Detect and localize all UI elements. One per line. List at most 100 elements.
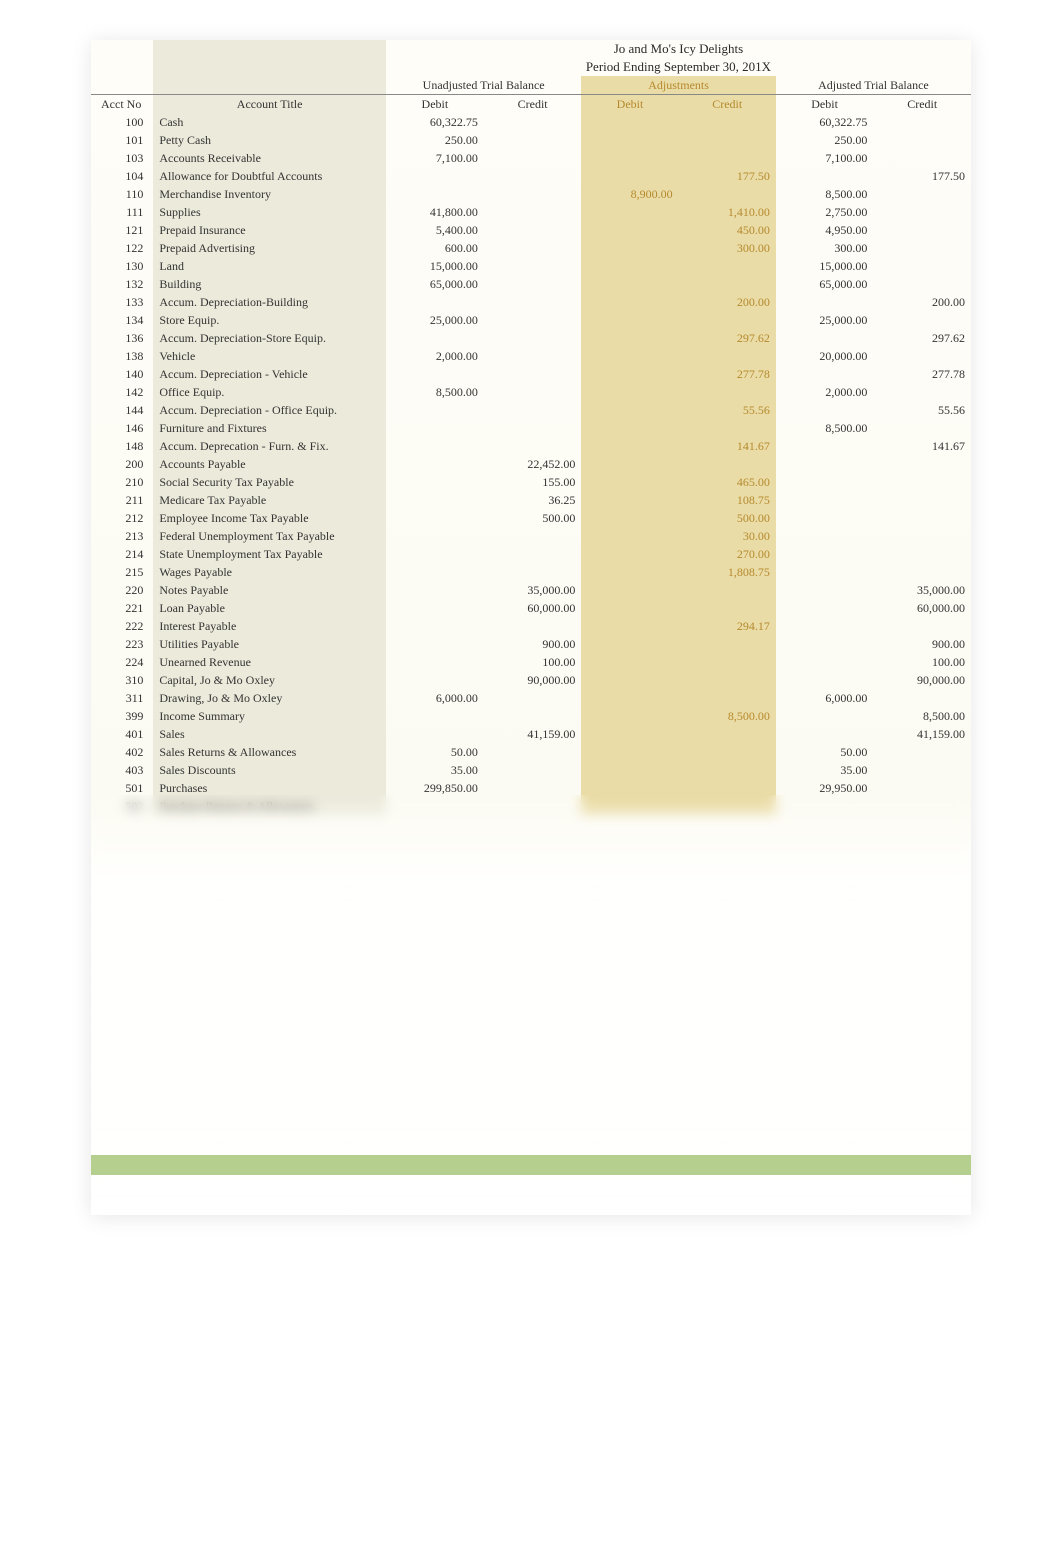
adjbal-credit: 55.56: [873, 401, 971, 419]
table-row: 223Utilities Payable900.00900.00: [91, 635, 971, 653]
acct-no: 200: [91, 455, 153, 473]
table-row: 110Merchandise Inventory8,900.008,500.00: [91, 185, 971, 203]
acct-no: 502: [91, 797, 153, 815]
adj-debit: [581, 779, 678, 797]
adjbal-debit: 6,000.00: [776, 689, 874, 707]
adjbal-debit: [776, 329, 874, 347]
acct-title: Drawing, Jo & Mo Oxley: [153, 689, 386, 707]
adjbal-credit: 60,000.00: [873, 599, 971, 617]
acct-title: Sales Returns & Allowances: [153, 743, 386, 761]
table-row: 144Accum. Depreciation - Office Equip.55…: [91, 401, 971, 419]
acct-no: 140: [91, 365, 153, 383]
col-unadj-debit: Debit: [386, 95, 484, 114]
adjbal-debit: [776, 635, 874, 653]
adj-credit: 465.00: [679, 473, 776, 491]
adj-debit: [581, 311, 678, 329]
table-row: 100Cash60,322.7560,322.75: [91, 113, 971, 131]
table-row: 132Building65,000.0065,000.00: [91, 275, 971, 293]
adj-credit: [679, 185, 776, 203]
table-row: 224Unearned Revenue100.00100.00: [91, 653, 971, 671]
acct-title: Accum. Depreciation-Store Equip.: [153, 329, 386, 347]
adj-credit: [679, 455, 776, 473]
adjbal-debit: [776, 707, 874, 725]
acct-title: Interest Payable: [153, 617, 386, 635]
adj-debit: [581, 455, 678, 473]
acct-no: 134: [91, 311, 153, 329]
unadj-debit: [386, 599, 484, 617]
unadj-credit: [484, 257, 582, 275]
adjbal-credit: 141.67: [873, 437, 971, 455]
unadj-credit: 900.00: [484, 635, 582, 653]
acct-no: 222: [91, 617, 153, 635]
acct-title: Capital, Jo & Mo Oxley: [153, 671, 386, 689]
unadj-debit: [386, 437, 484, 455]
adj-credit: 450.00: [679, 221, 776, 239]
adj-credit: 1,808.75: [679, 563, 776, 581]
unadj-credit: 60,000.00: [484, 599, 582, 617]
adjbal-credit: [873, 689, 971, 707]
unadj-debit: [386, 797, 484, 815]
acct-no: 138: [91, 347, 153, 365]
adj-debit: [581, 257, 678, 275]
adj-debit: [581, 203, 678, 221]
table-row: 221Loan Payable60,000.0060,000.00: [91, 599, 971, 617]
adjbal-credit: [873, 383, 971, 401]
table-row: 103Accounts Receivable7,100.007,100.00: [91, 149, 971, 167]
acct-title: Accum. Deprecation - Furn. & Fix.: [153, 437, 386, 455]
adjbal-credit: 8,500.00: [873, 707, 971, 725]
adj-debit: [581, 725, 678, 743]
adjbal-credit: [873, 743, 971, 761]
adj-credit: [679, 797, 776, 815]
table-row: 121Prepaid Insurance5,400.00450.004,950.…: [91, 221, 971, 239]
adj-credit: 300.00: [679, 239, 776, 257]
unadj-credit: 90,000.00: [484, 671, 582, 689]
unadj-credit: [484, 419, 582, 437]
table-row: 140Accum. Depreciation - Vehicle277.7827…: [91, 365, 971, 383]
unadj-debit: [386, 545, 484, 563]
adj-debit: [581, 617, 678, 635]
adj-credit: [679, 311, 776, 329]
table-row: 148Accum. Deprecation - Furn. & Fix.141.…: [91, 437, 971, 455]
unadj-debit: [386, 581, 484, 599]
adj-credit: 55.56: [679, 401, 776, 419]
table-row: 104Allowance for Doubtful Accounts177.50…: [91, 167, 971, 185]
adj-debit: [581, 635, 678, 653]
adj-credit: [679, 419, 776, 437]
table-row: 399Income Summary8,500.008,500.00: [91, 707, 971, 725]
adjbal-debit: 8,500.00: [776, 419, 874, 437]
adj-debit: 8,900.00: [581, 185, 678, 203]
adj-credit: 294.17: [679, 617, 776, 635]
adjbal-debit: [776, 671, 874, 689]
adj-debit: [581, 293, 678, 311]
unadj-credit: 100.00: [484, 653, 582, 671]
acct-title: Purchase Returns & Allowances: [153, 797, 386, 815]
unadj-debit: [386, 491, 484, 509]
adjbal-debit: 65,000.00: [776, 275, 874, 293]
table-row: 101Petty Cash250.00250.00: [91, 131, 971, 149]
adj-credit: 270.00: [679, 545, 776, 563]
adjbal-credit: 200.00: [873, 293, 971, 311]
acct-title: Accum. Depreciation - Office Equip.: [153, 401, 386, 419]
adj-debit: [581, 689, 678, 707]
acct-title: Vehicle: [153, 347, 386, 365]
acct-title: Merchandise Inventory: [153, 185, 386, 203]
adjbal-credit: [873, 563, 971, 581]
adjbal-credit: [873, 473, 971, 491]
unadj-debit: [386, 725, 484, 743]
unadj-debit: [386, 365, 484, 383]
unadj-debit: [386, 635, 484, 653]
adjbal-debit: [776, 365, 874, 383]
adjbal-credit: 900.00: [873, 635, 971, 653]
adj-credit: [679, 653, 776, 671]
acct-no: 214: [91, 545, 153, 563]
adj-credit: 200.00: [679, 293, 776, 311]
adjbal-credit: 35,000.00: [873, 581, 971, 599]
adj-debit: [581, 545, 678, 563]
adjbal-debit: 50.00: [776, 743, 874, 761]
adj-debit: [581, 365, 678, 383]
adjbal-credit: [873, 203, 971, 221]
unadj-debit: [386, 419, 484, 437]
unadj-debit: [386, 185, 484, 203]
unadj-credit: [484, 185, 582, 203]
unadj-debit: [386, 509, 484, 527]
